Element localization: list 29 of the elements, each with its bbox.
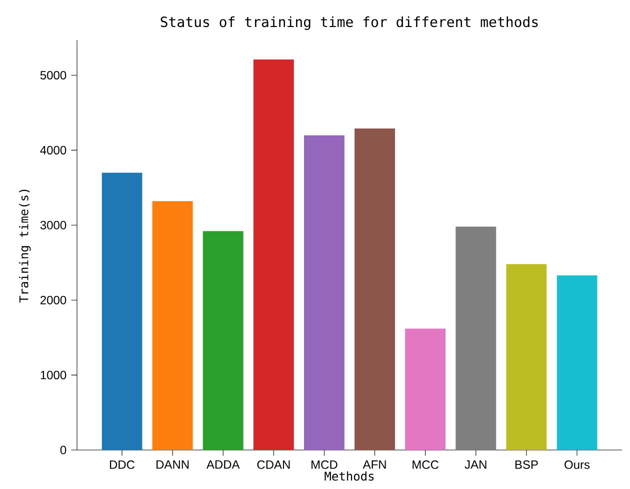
x-tick-label: AFN xyxy=(362,460,386,469)
x-tick-label: Ours xyxy=(564,460,590,469)
x-tick-label: MCD xyxy=(312,460,338,469)
y-tick-label: 2000 xyxy=(40,296,66,304)
x-tick-label: BSP xyxy=(515,460,538,469)
bar xyxy=(456,226,496,450)
x-tick-label: DDC xyxy=(110,460,135,469)
bar xyxy=(405,328,446,450)
y-tick-label: 0 xyxy=(60,446,66,454)
bar xyxy=(304,135,344,450)
chart-title: Status of training time for different methods xyxy=(160,16,538,30)
y-tick-label: 4000 xyxy=(40,146,66,154)
x-tick-label: JAN xyxy=(464,460,486,469)
bar xyxy=(152,201,193,450)
y-tick-label: 1000 xyxy=(40,370,66,380)
bar xyxy=(506,264,547,450)
y-tick-label: 3000 xyxy=(40,220,66,230)
bar xyxy=(556,275,598,450)
bar xyxy=(253,59,294,450)
x-tick-label: ADDA xyxy=(206,460,240,469)
x-axis-title: Methods xyxy=(324,471,374,481)
x-tick-label: DANN xyxy=(156,460,189,469)
bar xyxy=(354,128,395,450)
y-axis-title: Training time(s) xyxy=(19,190,31,303)
x-tick-label: CDAN xyxy=(257,460,290,469)
bar xyxy=(102,172,142,450)
x-tick-label: MCC xyxy=(412,460,439,469)
bar xyxy=(202,231,244,450)
y-tick-label: 5000 xyxy=(40,70,66,80)
